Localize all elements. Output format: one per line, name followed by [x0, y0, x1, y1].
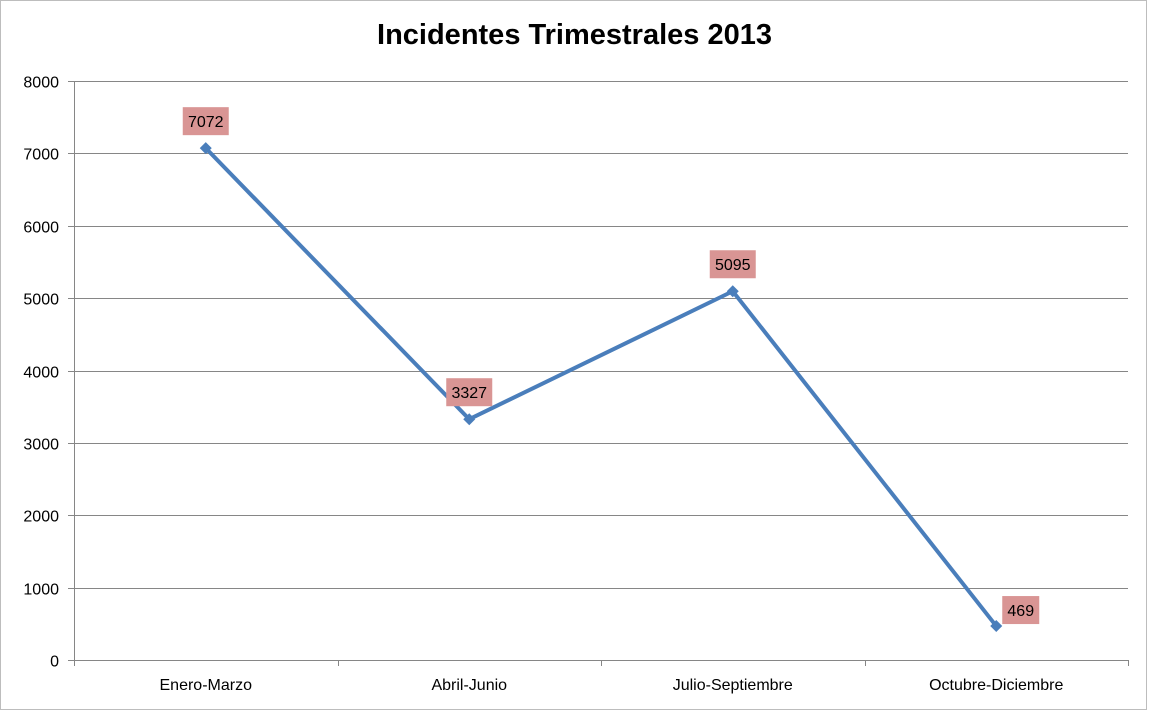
data-label: 5095 — [715, 257, 751, 274]
y-tick-label: 2000 — [23, 509, 59, 526]
data-label: 469 — [1007, 603, 1034, 620]
y-tick-label: 1000 — [23, 582, 59, 599]
data-point-marker — [990, 620, 1003, 633]
y-tick-label: 6000 — [23, 220, 59, 237]
y-tick-label: 0 — [50, 654, 59, 671]
data-label-box — [1002, 596, 1040, 625]
y-tick-label: 5000 — [23, 292, 59, 309]
y-tick-label: 4000 — [23, 365, 59, 382]
y-tick-label: 3000 — [23, 437, 59, 454]
data-label: 7072 — [188, 114, 224, 131]
chart-title: Incidentes Trimestrales 2013 — [377, 19, 772, 51]
x-tick-label: Octubre-Diciembre — [929, 677, 1063, 694]
data-label-box — [446, 378, 493, 407]
x-tick-label: Enero-Marzo — [160, 677, 253, 694]
data-point-marker — [199, 142, 212, 155]
data-label-box — [709, 250, 756, 279]
y-tick-label: 7000 — [23, 147, 59, 164]
y-tick-label: 8000 — [23, 75, 59, 92]
x-tick-label: Julio-Septiembre — [673, 677, 793, 694]
data-label: 3327 — [451, 385, 487, 402]
data-point-marker — [726, 285, 739, 298]
data-label-box — [182, 107, 229, 136]
data-point-marker — [463, 413, 476, 426]
x-tick-label: Abril-Junio — [431, 677, 507, 694]
series-line — [203, 146, 999, 629]
